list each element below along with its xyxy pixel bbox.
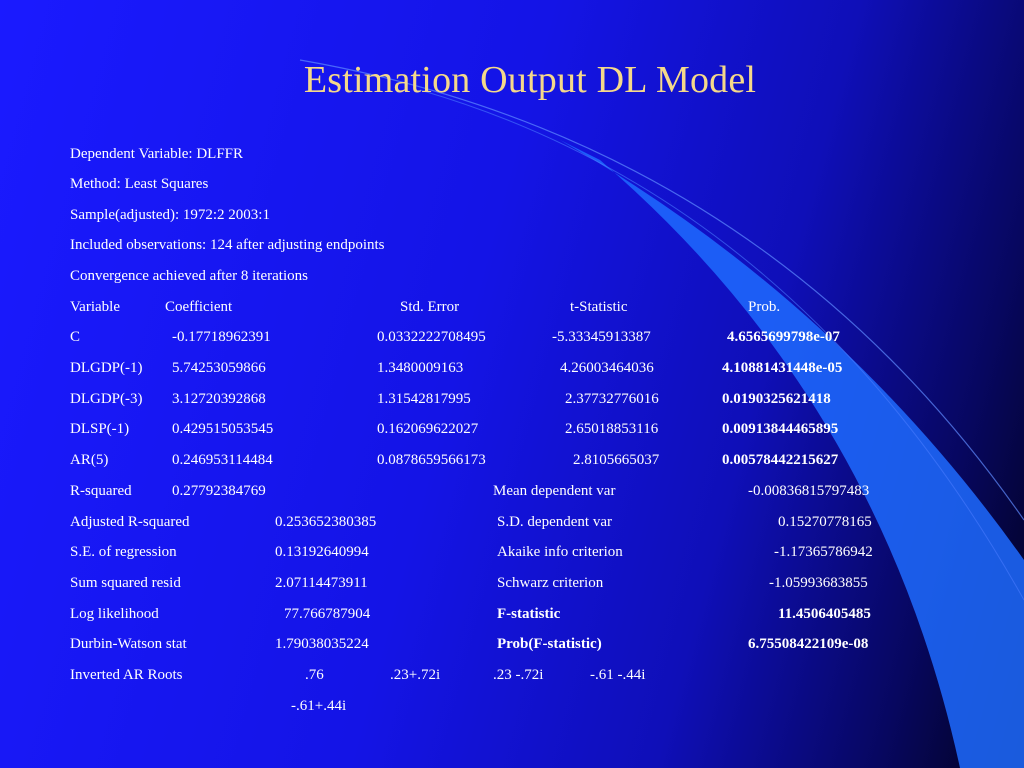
- row-t-statistic: -5.33345913387: [552, 329, 651, 345]
- ar-root: -.61 -.44i: [590, 667, 646, 683]
- stat-label: Akaike info criterion: [497, 544, 623, 560]
- stat-label: Schwarz criterion: [497, 575, 604, 591]
- col-t-statistic: t-Statistic: [570, 299, 628, 315]
- included-observations-line: Included observations: 124 after adjusti…: [70, 237, 385, 253]
- row-std-error: 0.0332222708495: [377, 329, 486, 345]
- slide-title: Estimation Output DL Model: [303, 59, 757, 101]
- stat-label: Durbin-Watson stat: [70, 636, 187, 652]
- stat-label: R-squared: [70, 483, 132, 499]
- row-prob: 4.10881431448e-05: [722, 360, 843, 376]
- col-coefficient: Coefficient: [165, 299, 233, 315]
- row-std-error: 0.0878659566173: [377, 452, 486, 468]
- ar-root: .76: [305, 667, 324, 683]
- stat-value: 2.07114473911: [275, 575, 368, 591]
- stat-value: 1.79038035224: [275, 636, 369, 652]
- row-coefficient: -0.17718962391: [172, 329, 271, 345]
- stat-label: S.D. dependent var: [497, 514, 612, 530]
- dependent-variable-line: Dependent Variable: DLFFR: [70, 146, 244, 162]
- stat-label: Adjusted R-squared: [70, 514, 190, 530]
- row-std-error: 1.31542817995: [377, 391, 471, 407]
- row-std-error: 0.162069622027: [377, 421, 479, 437]
- sample-line: Sample(adjusted): 1972:2 2003:1: [70, 207, 270, 223]
- ar-root: .23 -.72i: [493, 667, 544, 683]
- row-coefficient: 5.74253059866: [172, 360, 266, 376]
- stat-value: 0.27792384769: [172, 483, 266, 499]
- stat-label: Sum squared resid: [70, 575, 181, 591]
- row-t-statistic: 2.65018853116: [565, 421, 659, 437]
- convergence-line: Convergence achieved after 8 iterations: [70, 268, 308, 284]
- stat-label: F-statistic: [497, 606, 561, 622]
- row-t-statistic: 2.37732776016: [565, 391, 659, 407]
- row-prob: 4.6565699798e-07: [727, 329, 840, 345]
- row-prob: 0.0190325621418: [722, 391, 831, 407]
- stat-label: Mean dependent var: [493, 483, 616, 499]
- col-prob: Prob.: [748, 299, 781, 315]
- stat-value: 11.4506405485: [778, 606, 871, 622]
- ar-roots-label: Inverted AR Roots: [70, 667, 183, 683]
- col-variable: Variable: [70, 299, 120, 315]
- row-std-error: 1.3480009163: [377, 360, 464, 376]
- row-variable: C: [70, 329, 81, 345]
- stat-value: 0.253652380385: [275, 514, 377, 530]
- stat-value: 0.13192640994: [275, 544, 369, 560]
- row-variable: DLSP(-1): [70, 421, 130, 437]
- method-line: Method: Least Squares: [70, 176, 209, 192]
- stat-value: -0.00836815797483: [748, 483, 870, 499]
- stat-value: -1.17365786942: [774, 544, 873, 560]
- stat-value: 0.15270778165: [778, 514, 872, 530]
- row-coefficient: 0.246953114484: [172, 452, 273, 468]
- stat-value: -1.05993683855: [769, 575, 868, 591]
- stat-label: Prob(F-statistic): [497, 636, 602, 652]
- col-std-error: Std. Error: [400, 299, 460, 315]
- row-variable: DLGDP(-3): [70, 391, 143, 407]
- row-prob: 0.00578442215627: [722, 452, 839, 468]
- row-prob: 0.00913844465895: [722, 421, 839, 437]
- row-coefficient: 3.12720392868: [172, 391, 266, 407]
- stat-label: S.E. of regression: [70, 544, 177, 560]
- stat-value: 77.766787904: [284, 606, 371, 622]
- stat-label: Log likelihood: [70, 606, 159, 622]
- row-coefficient: 0.429515053545: [172, 421, 274, 437]
- row-t-statistic: 2.8105665037: [573, 452, 660, 468]
- stat-value: 6.75508422109e-08: [748, 636, 869, 652]
- row-t-statistic: 4.26003464036: [560, 360, 654, 376]
- row-variable: AR(5): [70, 452, 109, 468]
- row-variable: DLGDP(-1): [70, 360, 143, 376]
- ar-root: -.61+.44i: [291, 698, 347, 714]
- ar-root: .23+.72i: [390, 667, 441, 683]
